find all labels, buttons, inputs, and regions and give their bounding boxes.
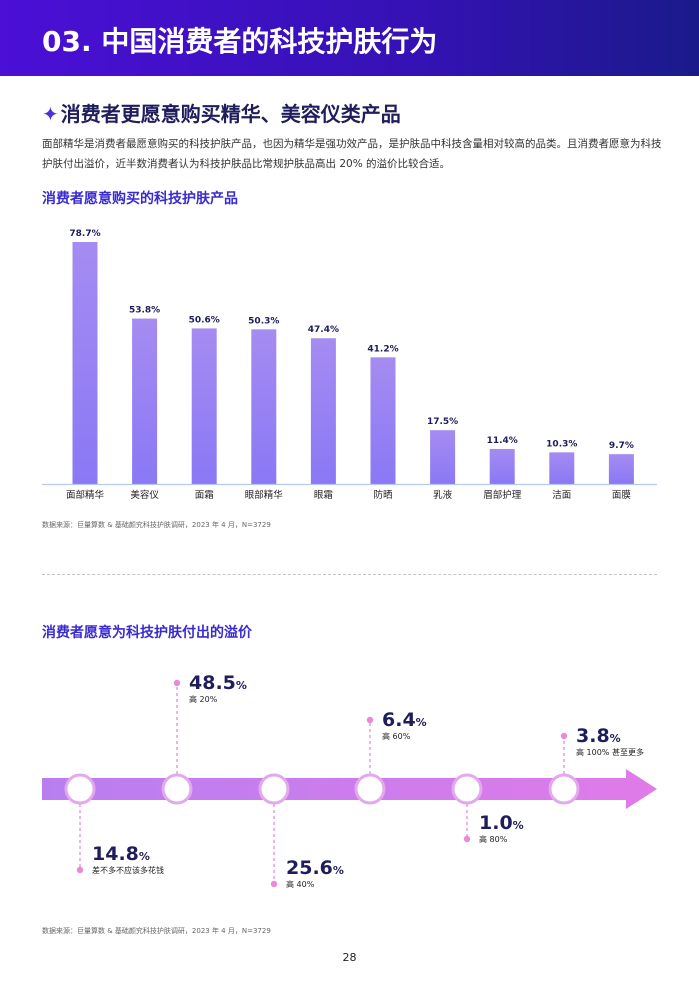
timeline-node (161, 773, 193, 805)
bar-chart: 78.7% 面部精华 53.8% 美容仪 50.6% 面霜 50.3% 眼部精华 47.4% 眼霜… (42, 229, 657, 501)
data-label: 50.6% (189, 315, 220, 325)
premium-label: 高 100% 甚至更多 (576, 747, 644, 757)
premium-value: 6.4% (382, 709, 427, 731)
data-label: 11.4% (487, 436, 518, 446)
bar (549, 452, 575, 484)
category-label: 眉部护理 (483, 489, 522, 501)
premium-value: 3.8% (576, 725, 621, 747)
data-label: 41.2% (367, 344, 398, 354)
sparkle-icon: ✦ (42, 102, 59, 126)
premium-label: 高 20% (189, 694, 218, 704)
data-label: 78.7% (69, 229, 100, 239)
page-title: 03. 中国消费者的科技护肤行为 (42, 25, 438, 58)
bar (191, 328, 217, 484)
header-banner: 03. 中国消费者的科技护肤行为 (0, 0, 699, 76)
timeline-dot (76, 866, 84, 874)
premium-label: 高 60% (382, 731, 411, 741)
timeline-dot (560, 732, 568, 740)
timeline-dot (173, 679, 181, 687)
category-label: 面膜 (612, 490, 632, 501)
timeline-title: 消费者愿意为科技护肤付出的溢价 (42, 625, 252, 641)
category-label: 防晒 (373, 489, 392, 501)
section-title: ✦ 消费者更愿意购买精华、美容仪类产品 (42, 98, 401, 127)
category-label: 面霜 (195, 490, 214, 501)
data-label: 10.3% (546, 439, 577, 449)
bar (251, 329, 277, 484)
timeline-node (258, 773, 290, 805)
bar (489, 448, 515, 484)
data-label: 50.3% (248, 316, 279, 326)
category-label: 乳液 (433, 489, 453, 501)
data-source-note: 数据来源：巨量算数 & 基础颜究科技护肤调研，2023 年 4 月，N=3729 (42, 521, 271, 529)
timeline-node (451, 773, 483, 805)
data-label: 47.4% (308, 325, 339, 335)
chart-title: 消费者愿意购买的科技护肤产品 (42, 191, 238, 207)
section-title-text: 消费者更愿意购买精华、美容仪类产品 (60, 102, 401, 126)
timeline-dot (366, 716, 374, 724)
data-source-note-2: 数据来源：巨量算数 & 基础颜究科技护肤调研，2023 年 4 月，N=3729 (42, 927, 271, 935)
premium-label: 高 40% (286, 879, 315, 889)
bar (72, 241, 98, 484)
data-label: 9.7% (609, 441, 634, 451)
category-label: 面部精华 (66, 489, 105, 501)
category-label: 眼部精华 (245, 489, 284, 501)
premium-value: 48.5% (189, 672, 247, 694)
category-label: 洁面 (552, 489, 571, 501)
premium-label: 高 80% (479, 834, 508, 844)
timeline-dot (463, 835, 471, 843)
data-label: 53.8% (129, 306, 160, 316)
category-label: 美容仪 (130, 489, 159, 501)
intro-paragraph: 面部精华是消费者最愿意购买的科技护肤产品，也因为精华是强功效产品，是护肤品中科技… (42, 138, 662, 170)
bar (608, 454, 634, 484)
timeline-node (64, 773, 96, 805)
timeline-dot (270, 880, 278, 888)
section-divider (42, 574, 657, 575)
premium-value: 25.6% (286, 857, 344, 879)
bar (430, 430, 456, 484)
page-number: 28 (342, 951, 357, 964)
timeline-arrow (42, 769, 657, 809)
premium-value: 14.8% (92, 843, 150, 865)
category-label: 眼霜 (314, 490, 333, 501)
timeline-node (354, 773, 386, 805)
timeline-node (548, 773, 580, 805)
premium-value: 1.0% (479, 812, 524, 834)
data-label: 17.5% (427, 417, 458, 427)
bar (370, 357, 396, 484)
bar (310, 338, 336, 484)
bar (132, 318, 158, 484)
premium-label: 差不多不应该多花钱 (92, 865, 164, 875)
